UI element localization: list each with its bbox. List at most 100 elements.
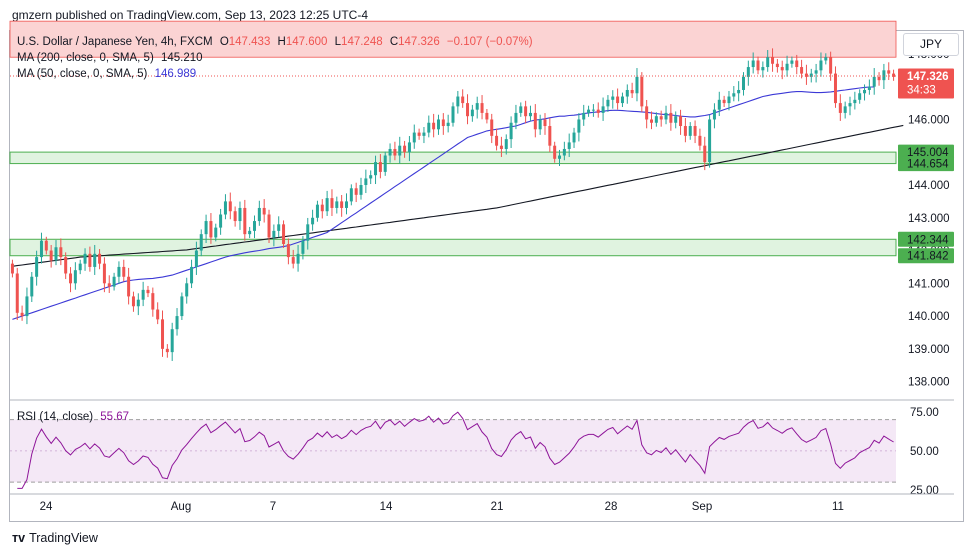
- candle-body: [369, 175, 373, 179]
- candle-body: [693, 126, 697, 136]
- candle-body: [771, 57, 775, 64]
- candle-body: [480, 103, 484, 113]
- candle-body: [286, 243, 290, 258]
- currency-button[interactable]: JPY: [903, 33, 959, 56]
- candle-body: [499, 145, 503, 149]
- candle-body: [344, 201, 348, 208]
- price-tick-label: 140.000: [908, 311, 950, 323]
- candle: [35, 250, 39, 286]
- candle: [156, 302, 160, 325]
- candle: [10, 259, 14, 278]
- ma200-label: MA (200, close, 0, SMA, 5): [17, 52, 154, 64]
- candle-body: [54, 247, 58, 261]
- candle: [185, 277, 189, 304]
- candle: [427, 115, 431, 138]
- candle-body: [441, 119, 445, 127]
- candle: [858, 89, 862, 104]
- candle-body: [485, 112, 489, 120]
- candle: [475, 96, 479, 119]
- candle: [466, 94, 470, 125]
- candle-body: [848, 103, 852, 107]
- candle-body: [519, 106, 523, 113]
- candle: [669, 104, 673, 131]
- candle-body: [383, 155, 387, 172]
- candle: [383, 151, 387, 176]
- candle: [824, 53, 828, 65]
- candle: [446, 114, 450, 133]
- candle: [151, 287, 155, 317]
- candle: [679, 109, 683, 135]
- candle: [848, 96, 852, 116]
- candle-body: [432, 122, 436, 130]
- candle: [683, 117, 687, 143]
- candle-body: [364, 178, 368, 186]
- candle: [877, 72, 881, 86]
- candle: [69, 267, 73, 293]
- candle-body: [83, 253, 87, 264]
- candle-body: [640, 76, 644, 107]
- candle-body: [296, 253, 300, 264]
- candle-body: [809, 73, 813, 77]
- zone-price-label: 142.344: [898, 231, 954, 247]
- candle: [262, 199, 266, 223]
- published-by-text: gmzern published on TradingView.com, Sep…: [12, 8, 368, 22]
- candle: [112, 272, 116, 291]
- candle: [625, 84, 629, 104]
- candle: [737, 81, 741, 102]
- candle-body: [466, 103, 470, 117]
- candle-body: [853, 99, 857, 104]
- candle-body: [470, 109, 474, 117]
- candle: [388, 143, 392, 163]
- candle: [228, 192, 232, 220]
- candle: [611, 90, 615, 109]
- candle: [853, 91, 857, 110]
- candle: [887, 62, 891, 80]
- candle-body: [412, 132, 416, 143]
- candle: [54, 240, 58, 266]
- candle: [659, 110, 663, 127]
- candle: [727, 90, 731, 111]
- candle: [349, 184, 353, 206]
- candle: [485, 108, 489, 124]
- candle: [98, 249, 102, 270]
- candle: [572, 127, 576, 148]
- candle-body: [703, 145, 707, 163]
- candle-body: [35, 257, 39, 277]
- candle-body: [320, 204, 324, 212]
- candle-body: [567, 142, 571, 149]
- candle: [175, 308, 179, 336]
- price-label-box: [898, 248, 954, 264]
- candle-body: [306, 224, 310, 241]
- candle: [761, 61, 765, 78]
- candle-body: [199, 234, 203, 251]
- candle: [577, 113, 581, 142]
- candle-body: [185, 283, 189, 297]
- candle-body: [44, 240, 48, 251]
- candle-body: [267, 214, 271, 238]
- price-tick-label: 144.000: [908, 180, 950, 192]
- candle: [398, 136, 402, 164]
- candle-body: [659, 116, 663, 120]
- candle-body: [504, 139, 508, 149]
- candle: [102, 257, 106, 293]
- price-label-box: [898, 231, 954, 247]
- candle: [291, 249, 295, 269]
- candle: [272, 224, 276, 247]
- candle-body: [180, 296, 184, 317]
- candle: [693, 120, 697, 144]
- candle-body: [73, 270, 77, 284]
- candle: [170, 322, 174, 361]
- candle-body: [102, 263, 106, 284]
- low-value: 147.248: [341, 36, 383, 48]
- candle: [209, 213, 213, 244]
- current-price-label: 147.326 34:33: [898, 68, 954, 99]
- candle-body: [543, 119, 547, 127]
- rsi-tick-label: 25.00: [910, 485, 939, 497]
- candle-body: [393, 148, 397, 156]
- ohlc-legend: U.S. Dollar / Japanese Yen, 4h, FXCM O14…: [17, 36, 537, 48]
- candle: [364, 169, 368, 194]
- price-label-box: [898, 156, 954, 172]
- candle-body: [669, 112, 673, 123]
- candle-body: [146, 289, 150, 294]
